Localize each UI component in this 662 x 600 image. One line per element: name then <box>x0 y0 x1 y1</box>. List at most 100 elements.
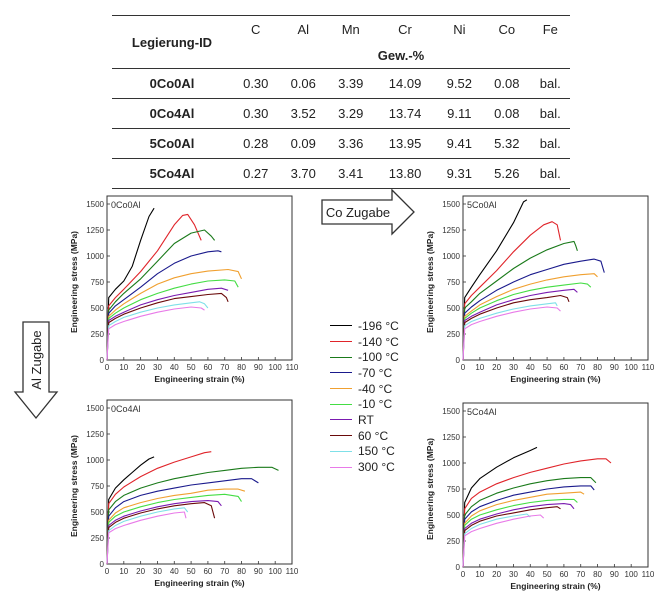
id-header: Legierung-ID <box>112 15 232 69</box>
y-tick-label: 1500 <box>442 407 460 416</box>
legend-swatch <box>330 435 352 437</box>
x-tick-label: 40 <box>170 363 179 372</box>
y-tick-label: 1250 <box>442 433 460 442</box>
y-tick-label: 1500 <box>86 200 104 209</box>
x-tick-label: 30 <box>509 570 518 579</box>
series-line <box>106 229 216 361</box>
table-cell: 5.32 <box>483 128 531 159</box>
x-tick-label: 100 <box>269 363 283 372</box>
chart-0co0al: 0 10 20 30 40 50 60 70 80 90 100 110 0 250 500 750 1000 1… <box>69 195 299 384</box>
y-tick-label: 500 <box>91 508 105 517</box>
unit-label: Gew.-% <box>232 42 570 69</box>
y-tick-label: 0 <box>100 560 105 569</box>
x-tick-label: 10 <box>119 567 128 576</box>
legend-swatch <box>330 388 352 390</box>
x-tick-label: 0 <box>105 567 110 576</box>
x-tick-label: 10 <box>475 363 484 372</box>
y-tick-label: 1000 <box>86 252 104 261</box>
legend-item: -70 °C <box>330 365 440 381</box>
table-cell: 13.80 <box>374 158 436 189</box>
legend-swatch <box>330 325 352 327</box>
x-axis-label: Engineering strain (%) <box>154 374 244 384</box>
table-cell: 9.11 <box>435 98 484 129</box>
x-tick-label: 80 <box>593 363 602 372</box>
table-cell: 3.70 <box>279 158 327 189</box>
legend-item: -196 °C <box>330 318 440 334</box>
y-tick-label: 250 <box>447 330 461 339</box>
legend-label: RT <box>358 412 374 427</box>
y-tick-label: 1250 <box>442 226 460 235</box>
y-tick-label: 750 <box>447 485 461 494</box>
x-tick-label: 80 <box>237 567 246 576</box>
legend-swatch <box>330 356 352 358</box>
table-cell: 0.27 <box>232 158 280 189</box>
x-tick-label: 40 <box>526 570 535 579</box>
series-line <box>106 456 155 565</box>
x-tick-label: 30 <box>153 363 162 372</box>
y-tick-label: 1500 <box>86 404 104 413</box>
x-tick-label: 40 <box>170 567 179 576</box>
table-cell: bal. <box>530 158 570 189</box>
y-axis-label: Engineering stress (MPa) <box>69 231 79 333</box>
series-line <box>106 511 187 565</box>
series-line <box>462 282 592 361</box>
table-cell: 3.29 <box>327 98 375 129</box>
series-line <box>106 213 202 361</box>
x-tick-label: 70 <box>576 363 585 372</box>
x-tick-label: 70 <box>576 570 585 579</box>
x-tick-label: 100 <box>625 363 639 372</box>
series-line <box>106 279 239 361</box>
table-cell: 3.41 <box>327 158 375 189</box>
row-id: 0Co4Al <box>112 98 232 129</box>
series-line <box>106 301 209 361</box>
x-tick-label: 10 <box>119 363 128 372</box>
table-cell: 9.52 <box>435 68 484 99</box>
co-zugabe-arrow: Co Zugabe <box>321 188 415 236</box>
series-line <box>106 250 222 361</box>
series-line <box>106 500 222 565</box>
table-cell: 0.09 <box>279 128 327 159</box>
y-tick-label: 1250 <box>86 430 104 439</box>
table-cell: 9.41 <box>435 128 484 159</box>
x-tick-label: 70 <box>220 567 229 576</box>
y-tick-label: 750 <box>91 482 105 491</box>
series-line <box>106 306 205 361</box>
series-line <box>106 292 229 361</box>
series-line <box>462 514 545 568</box>
y-axis-label: Engineering stress (MPa) <box>425 438 435 540</box>
legend-swatch <box>330 466 352 468</box>
chart-title: 5Co0Al <box>467 200 497 210</box>
x-tick-label: 50 <box>187 363 196 372</box>
arrow-right-shape <box>321 188 415 236</box>
y-tick-label: 0 <box>456 356 461 365</box>
series-line <box>106 507 189 565</box>
legend-item: 300 °C <box>330 459 440 475</box>
x-tick-label: 60 <box>203 567 212 576</box>
x-tick-label: 50 <box>187 567 196 576</box>
series-line <box>106 488 246 565</box>
chart-title: 0Co4Al <box>111 404 141 414</box>
series-line <box>462 294 570 361</box>
col-header: Fe <box>530 15 570 42</box>
chart-0co4al: 0 10 20 30 40 50 60 70 80 90 100 110 0 250 500 750 1000 1… <box>69 399 299 588</box>
table-row: 0Co4Al 0.30 3.52 3.29 13.74 9.11 0.08 ba… <box>112 98 570 129</box>
series-line <box>462 302 558 361</box>
x-tick-label: 20 <box>136 363 145 372</box>
legend-swatch <box>330 419 352 421</box>
table-cell: 0.08 <box>483 98 531 129</box>
series-line <box>462 258 605 361</box>
table-cell: 3.39 <box>327 68 375 99</box>
series-line <box>462 221 562 361</box>
y-axis-label: Engineering stress (MPa) <box>69 435 79 537</box>
y-tick-label: 1000 <box>442 459 460 468</box>
y-tick-label: 500 <box>91 304 105 313</box>
x-tick-label: 0 <box>105 363 110 372</box>
x-axis-label: Engineering strain (%) <box>510 374 600 384</box>
series-line <box>462 273 598 361</box>
table-row: 5Co0Al 0.28 0.09 3.36 13.95 9.41 5.32 ba… <box>112 128 570 159</box>
table-cell: 3.36 <box>327 128 375 159</box>
co-zugabe-label: Co Zugabe <box>326 205 390 220</box>
table-cell: 0.08 <box>483 68 531 99</box>
arrow-down-shape <box>13 321 59 420</box>
series-line <box>462 477 597 568</box>
